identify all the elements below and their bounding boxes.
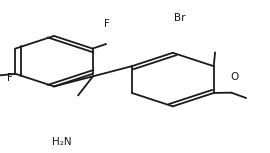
Text: F: F — [7, 73, 13, 83]
Text: F: F — [104, 19, 110, 29]
Text: H₂N: H₂N — [52, 136, 72, 147]
Text: O: O — [231, 71, 239, 82]
Text: Br: Br — [174, 13, 186, 23]
